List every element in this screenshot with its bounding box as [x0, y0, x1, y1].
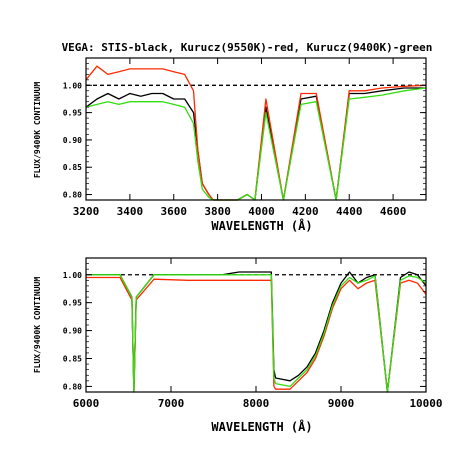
- x-tick-label: 3800: [204, 205, 231, 218]
- x-tick-label: 4000: [248, 205, 275, 218]
- y-tick-label: 1.00: [63, 271, 82, 280]
- y-tick-label: 0.90: [63, 136, 82, 145]
- y-axis-label: FLUX/9400K CONTINUUM: [33, 277, 42, 374]
- x-axis-label: WAVELENGTH (Å): [211, 218, 312, 233]
- chart-title: VEGA: STIS-black, Kurucz(9550K)-red, Kur…: [62, 41, 433, 54]
- series-line-stis: [85, 87, 426, 201]
- series-line-stis: [86, 271, 427, 393]
- y-axis-label: FLUX/9400K CONTINUUM: [33, 82, 42, 179]
- x-tick-label: 4600: [380, 205, 407, 218]
- bottom-panel: 6000 7000 8000 9000 10000 0.80 0.85 0.90 0.95 1.0…: [33, 257, 443, 434]
- y-tick-label: 0.95: [63, 109, 82, 118]
- x-tick-label: 6000: [73, 397, 100, 410]
- series-line-kurucz-9550k: [85, 65, 427, 201]
- series-line-kurucz-9550k: [86, 276, 427, 393]
- x-tick-label: 9000: [328, 397, 355, 410]
- x-tick-label: 10000: [409, 397, 442, 410]
- y-tick-label: 0.85: [63, 355, 82, 364]
- y-tick-label: 0.85: [63, 163, 82, 172]
- series-line-kurucz-9400k: [86, 274, 427, 393]
- series-line-kurucz-9400k: [85, 87, 427, 201]
- x-tick-label: 3600: [160, 205, 187, 218]
- x-axis-label: WAVELENGTH (Å): [211, 419, 312, 434]
- x-tick-label: 8000: [243, 397, 270, 410]
- top-plot-frame: [85, 57, 427, 201]
- y-tick-label: 0.95: [63, 299, 82, 308]
- top-panel: VEGA: STIS-black, Kurucz(9550K)-red, Kur…: [33, 41, 432, 233]
- x-tick-label: 3400: [117, 205, 144, 218]
- x-tick-label: 4400: [336, 205, 363, 218]
- y-tick-label: 0.80: [63, 382, 82, 391]
- x-tick-label: 7000: [158, 397, 185, 410]
- y-tick-label: 0.90: [63, 327, 82, 336]
- y-tick-label: 0.80: [63, 191, 82, 200]
- y-tick-label: 1.00: [63, 81, 82, 90]
- x-tick-label: 3200: [73, 205, 100, 218]
- x-tick-label: 4200: [292, 205, 319, 218]
